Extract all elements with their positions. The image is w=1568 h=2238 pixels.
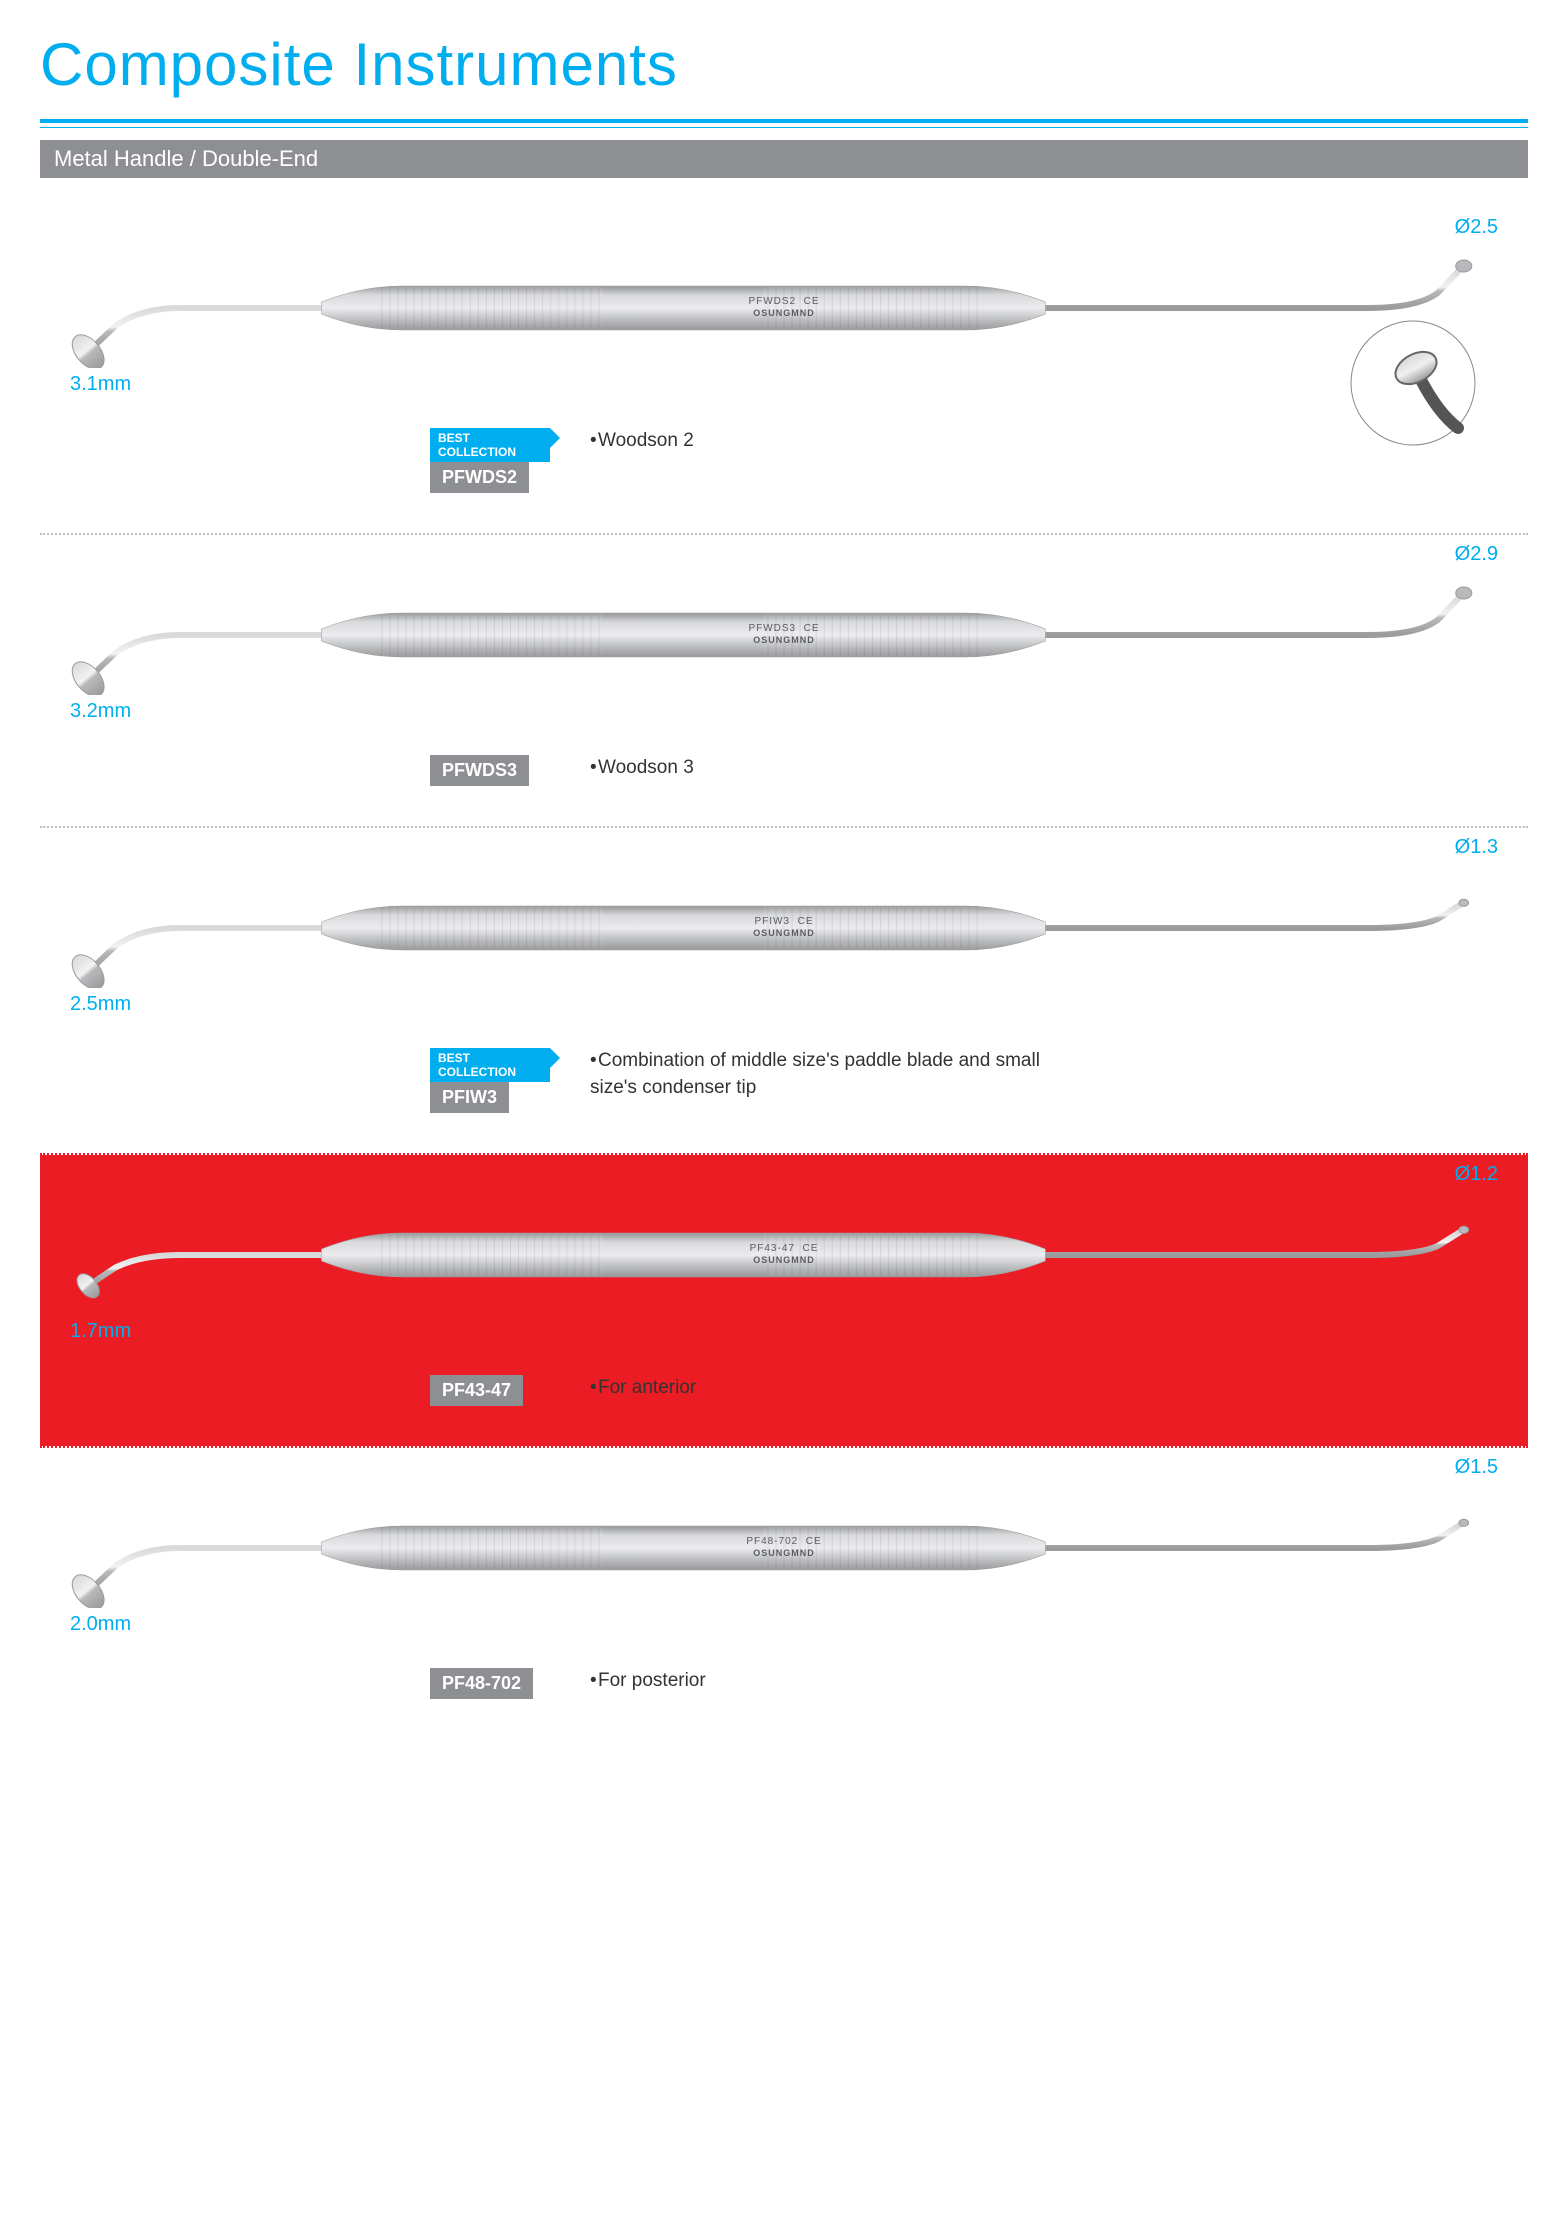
left-dimension: 2.0mm [70,1613,131,1636]
sku-chip: PFIW3 [430,1082,509,1113]
section-bar: Metal Handle / Double-End [40,140,1528,178]
sku-chip: PF43-47 [430,1375,523,1406]
sku-chip: PFWDS2 [430,462,529,493]
sku-chip: PF48-702 [430,1668,533,1699]
products-list: Ø2.5 PFWDS2 CE OSUNGMND [40,208,1528,1739]
product-info-row: PFWDS3 •Woodson 3 [40,755,1528,786]
rule-thin [40,127,1528,128]
right-diameter: Ø1.5 [1455,1456,1498,1479]
instrument-illustration: Ø1.3 PFIW3 CE OSUNGMND [60,868,1508,988]
product-description: •Woodson 2 [590,428,694,455]
left-dimension: 2.5mm [70,993,131,1016]
sku-badge-stack: PF48-702 [430,1668,550,1699]
best-collection-ribbon: BEST COLLECTION [430,1048,550,1082]
best-collection-ribbon: BEST COLLECTION [430,428,550,462]
left-dimension: 3.2mm [70,700,131,723]
product-info-row: BEST COLLECTION PFWDS2 •Woodson 2 [40,428,1528,493]
product-card: Ø1.5 PF48-702 CE OSUNGMND [40,1448,1528,1739]
product-description: •Woodson 3 [590,755,694,782]
right-diameter: Ø2.5 [1455,216,1498,239]
right-diameter: Ø2.9 [1455,543,1498,566]
product-description: •For anterior [590,1375,696,1402]
sku-chip: PFWDS3 [430,755,529,786]
page-title: Composite Instruments [40,30,1528,99]
product-description: •Combination of middle size's paddle bla… [590,1048,1090,1101]
sku-badge-stack: BEST COLLECTION PFIW3 [430,1048,550,1113]
instrument-illustration: Ø2.5 PFWDS2 CE OSUNGMND [60,248,1508,368]
product-card: Ø1.2 PF43-47 CE OSUNGMND [40,1155,1528,1446]
product-info-row: PF43-47 •For anterior [40,1375,1528,1406]
product-card: Ø1.3 PFIW3 CE OSUNGMND [40,828,1528,1153]
rule-thick [40,119,1528,123]
right-diameter: Ø1.3 [1455,836,1498,859]
product-info-row: BEST COLLECTION PFIW3 •Combination of mi… [40,1048,1528,1113]
instrument-illustration: Ø1.2 PF43-47 CE OSUNGMND [60,1195,1508,1315]
product-card: Ø2.9 PFWDS3 CE OSUNGMND [40,535,1528,826]
zoom-detail-icon [1348,318,1478,448]
sku-badge-stack: PF43-47 [430,1375,550,1406]
right-diameter: Ø1.2 [1455,1163,1498,1186]
sku-badge-stack: BEST COLLECTION PFWDS2 [430,428,550,493]
product-card: Ø2.5 PFWDS2 CE OSUNGMND [40,208,1528,533]
left-dimension: 1.7mm [70,1320,131,1343]
product-description: •For posterior [590,1668,706,1695]
sku-badge-stack: PFWDS3 [430,755,550,786]
product-info-row: PF48-702 •For posterior [40,1668,1528,1699]
instrument-illustration: Ø2.9 PFWDS3 CE OSUNGMND [60,575,1508,695]
left-dimension: 3.1mm [70,373,131,396]
instrument-illustration: Ø1.5 PF48-702 CE OSUNGMND [60,1488,1508,1608]
